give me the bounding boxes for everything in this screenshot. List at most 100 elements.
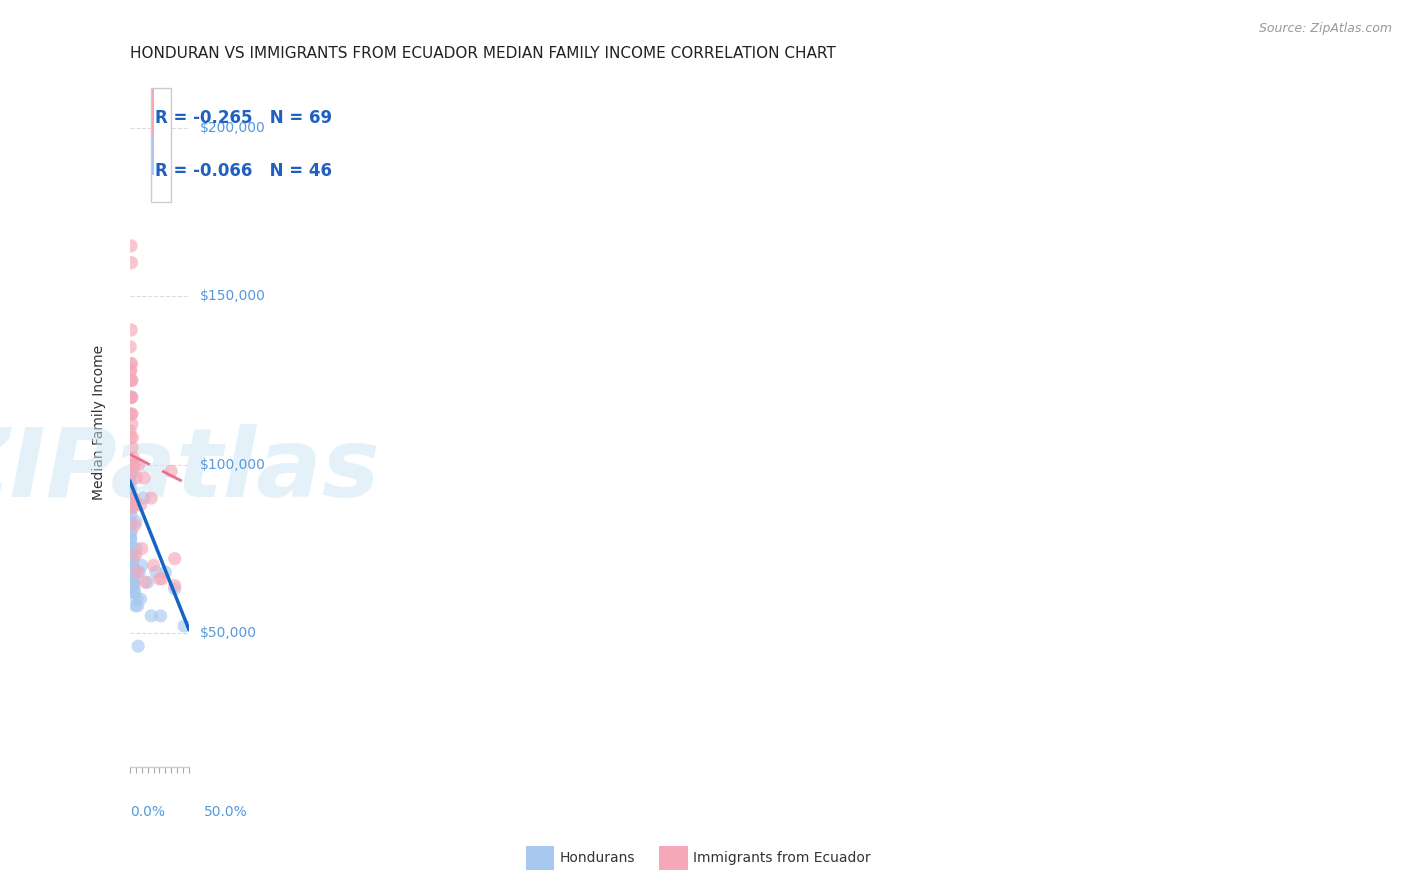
Point — [120, 524, 142, 539]
Point — [120, 458, 142, 472]
Point — [120, 575, 142, 590]
Point — [120, 558, 142, 573]
Text: 0.0%: 0.0% — [129, 805, 165, 819]
Point — [120, 541, 142, 556]
Point — [120, 390, 142, 404]
Point — [125, 592, 148, 607]
Text: Hondurans: Hondurans — [560, 851, 636, 865]
Point — [122, 464, 145, 478]
Point — [120, 524, 142, 539]
Point — [128, 458, 150, 472]
Point — [120, 501, 142, 516]
Point — [121, 373, 143, 387]
Point — [148, 572, 170, 586]
Point — [121, 568, 143, 582]
Text: $50,000: $50,000 — [200, 625, 257, 640]
Point — [149, 608, 172, 623]
Point — [120, 518, 142, 533]
Point — [128, 565, 150, 579]
Point — [120, 467, 142, 482]
Point — [142, 558, 165, 573]
Text: $100,000: $100,000 — [200, 458, 266, 472]
Text: $150,000: $150,000 — [200, 289, 266, 303]
Point — [120, 508, 142, 522]
Point — [120, 501, 142, 516]
Point — [131, 541, 153, 556]
Point — [120, 491, 142, 505]
FancyBboxPatch shape — [150, 88, 172, 202]
Point — [122, 498, 145, 512]
Point — [124, 565, 146, 579]
Point — [120, 373, 142, 387]
Point — [131, 558, 153, 573]
Point — [120, 532, 142, 546]
Point — [127, 565, 149, 579]
Point — [120, 538, 142, 552]
Point — [120, 458, 142, 472]
Point — [120, 515, 142, 529]
Point — [121, 441, 143, 455]
Point — [120, 239, 142, 253]
Point — [155, 565, 177, 579]
Point — [127, 639, 149, 653]
Point — [120, 532, 142, 546]
Point — [132, 471, 155, 485]
Point — [124, 518, 146, 533]
Point — [120, 390, 142, 404]
FancyBboxPatch shape — [152, 88, 153, 135]
Point — [121, 407, 143, 421]
Text: R = -0.066   N = 46: R = -0.066 N = 46 — [155, 161, 332, 180]
Point — [120, 498, 142, 512]
Point — [125, 541, 148, 556]
Point — [121, 579, 143, 593]
Point — [120, 475, 142, 489]
Point — [120, 390, 142, 404]
Point — [121, 549, 143, 563]
Point — [120, 424, 142, 438]
Point — [122, 582, 145, 596]
Point — [141, 491, 163, 505]
Text: ZIPatlas: ZIPatlas — [0, 425, 380, 517]
Point — [127, 599, 149, 613]
Point — [122, 568, 145, 582]
Point — [122, 579, 145, 593]
Point — [160, 464, 183, 478]
Point — [122, 565, 145, 579]
Point — [132, 491, 155, 505]
Point — [163, 579, 186, 593]
Point — [136, 575, 159, 590]
Point — [125, 515, 148, 529]
Text: Source: ZipAtlas.com: Source: ZipAtlas.com — [1258, 22, 1392, 36]
Point — [120, 407, 142, 421]
Point — [120, 568, 142, 582]
Point — [163, 582, 186, 596]
Point — [121, 390, 143, 404]
Point — [121, 558, 143, 573]
Point — [120, 458, 142, 472]
Point — [120, 481, 142, 495]
Point — [141, 608, 163, 623]
Point — [121, 558, 143, 573]
Point — [120, 340, 142, 354]
Point — [125, 471, 148, 485]
Point — [120, 565, 142, 579]
Point — [120, 498, 142, 512]
Y-axis label: Median Family Income: Median Family Income — [93, 345, 107, 500]
Point — [120, 475, 142, 489]
Point — [121, 565, 143, 579]
Point — [122, 575, 145, 590]
Text: 50.0%: 50.0% — [204, 805, 247, 819]
Text: HONDURAN VS IMMIGRANTS FROM ECUADOR MEDIAN FAMILY INCOME CORRELATION CHART: HONDURAN VS IMMIGRANTS FROM ECUADOR MEDI… — [129, 46, 835, 62]
Point — [120, 431, 142, 445]
Point — [122, 575, 145, 590]
Point — [120, 484, 142, 499]
Point — [124, 458, 146, 472]
Text: R = -0.265   N = 69: R = -0.265 N = 69 — [155, 109, 332, 127]
Point — [150, 572, 173, 586]
Point — [121, 501, 143, 516]
Point — [122, 568, 145, 582]
FancyBboxPatch shape — [152, 128, 153, 175]
Point — [121, 558, 143, 573]
Point — [121, 373, 143, 387]
Point — [120, 549, 142, 563]
